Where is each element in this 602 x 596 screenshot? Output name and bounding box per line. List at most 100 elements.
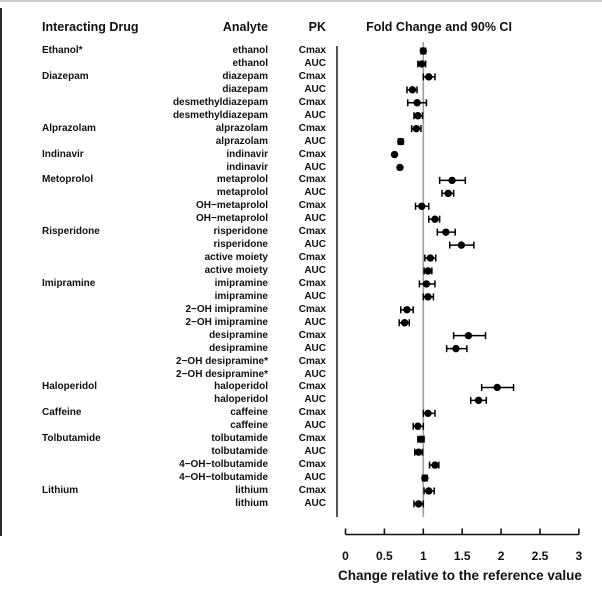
- point-estimate-marker: [452, 344, 460, 353]
- row-interacting-drug-label: Imipramine: [42, 277, 96, 289]
- row-analyte-label: active moiety: [204, 252, 268, 263]
- row-analyte-label: desipramine: [209, 329, 268, 341]
- row-analyte-label: imipramine: [214, 290, 268, 302]
- row-analyte-label: indinavir: [226, 148, 268, 160]
- point-estimate-marker: [418, 60, 426, 68]
- point-estimate-marker: [493, 383, 501, 392]
- point-estimate-marker: [426, 254, 435, 262]
- row-analyte-label: lithium: [235, 497, 268, 509]
- row-pk-label: Cmax: [298, 45, 326, 56]
- point-estimate-marker: [412, 124, 420, 133]
- x-tick-label: 0.5: [376, 549, 393, 563]
- row-analyte-label: haloperidol: [214, 394, 268, 406]
- row-interacting-drug-label: Metoprolol: [42, 174, 94, 186]
- row-pk-label: AUC: [304, 135, 326, 147]
- row-interacting-drug-label: Alprazolam: [42, 122, 96, 134]
- column-header-analyte: Analyte: [222, 20, 268, 34]
- row-pk-label: Cmax: [298, 200, 326, 212]
- row-analyte-label: risperidone: [213, 226, 268, 238]
- point-estimate-marker: [424, 293, 432, 301]
- row-interacting-drug-label: Ethanol*: [42, 45, 83, 56]
- row-analyte-label: imipramine: [214, 277, 268, 289]
- row-interacting-drug-label: Diazepam: [42, 70, 89, 82]
- row-pk-label: AUC: [304, 368, 326, 380]
- row-analyte-label: diazepam: [222, 70, 268, 82]
- row-pk-label: AUC: [304, 213, 326, 225]
- row-pk-label: Cmax: [298, 174, 326, 186]
- point-estimate-marker: [457, 241, 466, 249]
- point-estimate-marker: [413, 99, 421, 107]
- column-header-interacting-drug: Interacting Drug: [42, 20, 139, 34]
- row-pk-label: AUC: [304, 161, 326, 173]
- row-pk-label: Cmax: [298, 226, 326, 238]
- point-estimate-marker: [442, 228, 450, 236]
- point-estimate-marker: [444, 189, 452, 198]
- row-analyte-label: 2−OH desipramine*: [176, 355, 268, 367]
- row-analyte-label: active moiety: [204, 265, 268, 276]
- x-tick-label: 2: [498, 549, 505, 563]
- chart-title: Fold Change and 90% CI: [366, 20, 512, 34]
- row-interacting-drug-label: Haloperidol: [42, 381, 98, 393]
- row-interacting-drug-label: Tolbutamide: [42, 433, 101, 445]
- row-analyte-label: OH−metaprolol: [196, 213, 268, 225]
- row-analyte-label: desmethyldiazepam: [172, 96, 268, 108]
- row-pk-label: Cmax: [298, 329, 326, 341]
- row-pk-label: AUC: [304, 446, 326, 458]
- row-analyte-label: alprazolam: [215, 122, 268, 134]
- row-pk-label: AUC: [304, 109, 326, 121]
- row-pk-label: Cmax: [298, 96, 326, 108]
- row-interacting-drug-label: Lithium: [42, 485, 79, 496]
- row-analyte-label: 2−OH desipramine*: [176, 368, 268, 380]
- row-analyte-label: desipramine: [209, 342, 268, 354]
- row-pk-label: AUC: [304, 394, 326, 406]
- row-pk-label: AUC: [304, 316, 326, 328]
- row-pk-label: AUC: [304, 239, 326, 251]
- point-estimate-marker: [448, 176, 456, 185]
- point-estimate-marker: [474, 396, 483, 405]
- row-pk-label: Cmax: [298, 148, 326, 160]
- point-estimate-marker: [431, 461, 439, 469]
- row-interacting-drug-label: Risperidone: [42, 226, 100, 238]
- point-estimate-marker: [417, 435, 425, 443]
- row-pk-label: Cmax: [298, 459, 326, 471]
- column-header-pk: PK: [308, 20, 326, 34]
- point-estimate-marker: [424, 409, 432, 418]
- row-analyte-label: ethanol: [232, 45, 268, 56]
- row-pk-label: Cmax: [298, 355, 326, 367]
- row-pk-label: Cmax: [298, 303, 326, 315]
- row-pk-label: Cmax: [298, 407, 326, 419]
- row-pk-label: Cmax: [298, 122, 326, 134]
- x-tick-label: 1.5: [454, 549, 471, 563]
- x-axis-title: Change relative to the reference value: [338, 568, 582, 583]
- point-estimate-marker: [390, 150, 399, 159]
- row-interacting-drug-label: Caffeine: [42, 407, 82, 419]
- row-analyte-label: caffeine: [230, 407, 268, 419]
- row-analyte-label: 4−OH−tolbutamide: [179, 459, 268, 471]
- point-estimate-marker: [414, 112, 422, 120]
- point-estimate-marker: [414, 422, 422, 430]
- row-analyte-label: metaprolol: [216, 187, 268, 199]
- row-analyte-label: lithium: [235, 485, 268, 496]
- figure-top-edge: [0, 0, 602, 2]
- point-estimate-marker: [408, 86, 417, 94]
- row-analyte-label: haloperidol: [214, 381, 268, 393]
- row-interacting-drug-label: Indinavir: [42, 148, 84, 160]
- row-pk-label: AUC: [304, 290, 326, 302]
- row-pk-label: Cmax: [298, 433, 326, 445]
- row-pk-label: AUC: [304, 342, 326, 354]
- row-pk-label: Cmax: [298, 252, 326, 263]
- row-pk-label: AUC: [304, 420, 326, 432]
- point-estimate-marker: [418, 202, 426, 210]
- x-tick-label: 3: [576, 549, 583, 563]
- row-analyte-label: 2−OH imipramine: [185, 316, 268, 328]
- x-tick-label: 0: [342, 549, 349, 563]
- row-analyte-label: OH−metaprolol: [196, 200, 268, 212]
- row-pk-label: Cmax: [298, 277, 326, 289]
- point-estimate-marker: [425, 487, 433, 495]
- point-estimate-marker: [421, 474, 429, 482]
- row-analyte-label: 2−OH imipramine: [185, 303, 268, 315]
- row-pk-label: AUC: [304, 472, 326, 483]
- point-estimate-marker: [396, 163, 404, 172]
